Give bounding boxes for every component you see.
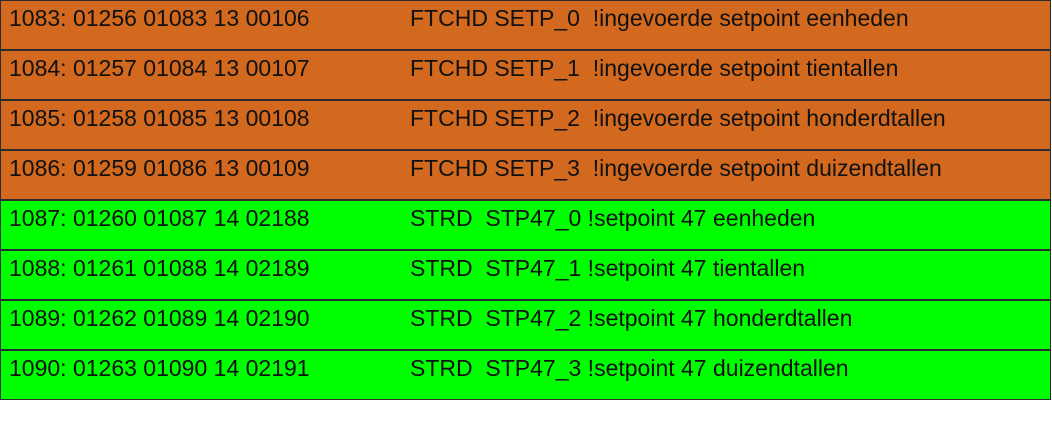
row-address: 1083: 01256 01083 13 00106 bbox=[9, 5, 310, 31]
row-address: 1090: 01263 01090 14 02191 bbox=[9, 355, 310, 381]
listing-row-1088: 1088: 01261 01088 14 02189 STRD STP47_1 … bbox=[0, 250, 1051, 300]
row-instruction: STRD STP47_0 !setpoint 47 eenheden bbox=[410, 205, 816, 231]
listing-row-1083: 1083: 01256 01083 13 00106 FTCHD SETP_0 … bbox=[0, 0, 1051, 50]
row-address: 1089: 01262 01089 14 02190 bbox=[9, 305, 310, 331]
row-address: 1088: 01261 01088 14 02189 bbox=[9, 255, 310, 281]
listing-row-1085: 1085: 01258 01085 13 00108 FTCHD SETP_2 … bbox=[0, 100, 1051, 150]
listing-row-1090: 1090: 01263 01090 14 02191 STRD STP47_3 … bbox=[0, 350, 1051, 400]
row-instruction: FTCHD SETP_1 !ingevoerde setpoint tienta… bbox=[410, 55, 899, 81]
program-listing: 1083: 01256 01083 13 00106 FTCHD SETP_0 … bbox=[0, 0, 1051, 400]
row-address: 1087: 01260 01087 14 02188 bbox=[9, 205, 310, 231]
row-instruction: STRD STP47_2 !setpoint 47 honderdtallen bbox=[410, 305, 853, 331]
row-instruction: FTCHD SETP_2 !ingevoerde setpoint honder… bbox=[410, 105, 946, 131]
listing-row-1086: 1086: 01259 01086 13 00109 FTCHD SETP_3 … bbox=[0, 150, 1051, 200]
row-instruction: STRD STP47_3 !setpoint 47 duizendtallen bbox=[410, 355, 849, 381]
row-instruction: STRD STP47_1 !setpoint 47 tientallen bbox=[410, 255, 806, 281]
listing-row-1089: 1089: 01262 01089 14 02190 STRD STP47_2 … bbox=[0, 300, 1051, 350]
row-address: 1084: 01257 01084 13 00107 bbox=[9, 55, 310, 81]
row-address: 1085: 01258 01085 13 00108 bbox=[9, 105, 310, 131]
listing-row-1084: 1084: 01257 01084 13 00107 FTCHD SETP_1 … bbox=[0, 50, 1051, 100]
row-address: 1086: 01259 01086 13 00109 bbox=[9, 155, 310, 181]
row-instruction: FTCHD SETP_0 !ingevoerde setpoint eenhed… bbox=[410, 5, 909, 31]
listing-row-1087: 1087: 01260 01087 14 02188 STRD STP47_0 … bbox=[0, 200, 1051, 250]
row-instruction: FTCHD SETP_3 !ingevoerde setpoint duizen… bbox=[410, 155, 942, 181]
